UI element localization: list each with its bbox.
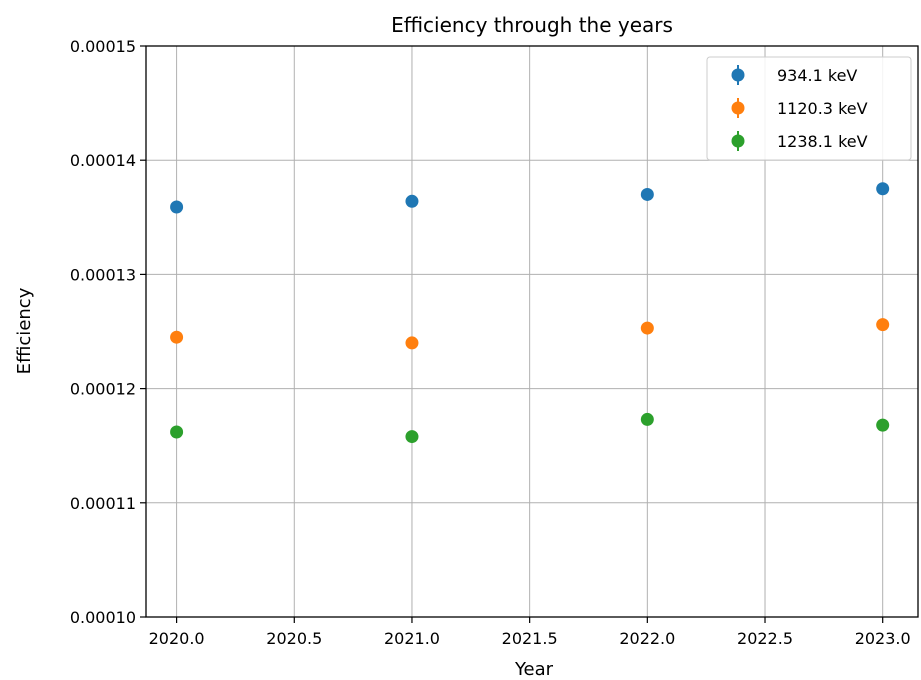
x-tick-label: 2022.0 [619,629,675,648]
data-point [170,425,184,439]
x-tick-label: 2020.0 [149,629,205,648]
plot-area-frame [145,45,919,618]
data-point [170,200,184,214]
legend-box [706,56,912,161]
x-tick-label: 2021.0 [384,629,440,648]
y-axis-label: Efficiency [14,287,35,374]
data-point [405,194,419,208]
data-point [640,321,654,335]
y-tick-label: 0.00014 [70,151,136,170]
legend-marker [731,101,745,115]
legend-marker [731,68,745,82]
legend: 934.1 keV 1120.3 keV 1238.1 keV [706,56,912,161]
y-tick-label: 0.00013 [70,265,136,284]
legend-label: 934.1 keV [777,66,857,85]
data-point [405,336,419,350]
x-tick-label: 2023.0 [855,629,911,648]
data-point [876,418,890,432]
legend-marker [731,134,745,148]
data-point [640,187,654,201]
data-points [170,182,890,444]
y-tick-label: 0.00015 [70,37,136,56]
data-point [876,182,890,196]
y-tick-label: 0.00012 [70,380,136,399]
chart-title: Efficiency through the years [391,13,673,37]
x-axis-label: Year [514,659,554,680]
y-tick-label: 0.00011 [70,494,136,513]
x-tick-label: 2022.5 [737,629,793,648]
axis-ticks: 2020.0 2020.5 2021.0 2021.5 2022.0 2022.5 2023… [70,37,911,648]
data-point [170,330,184,344]
x-tick-label: 2021.5 [502,629,558,648]
data-point [640,412,654,426]
data-point [876,318,890,332]
y-tick-label: 0.00010 [70,608,136,627]
legend-label: 1238.1 keV [777,132,868,151]
x-tick-label: 2020.5 [266,629,322,648]
legend-label: 1120.3 keV [777,99,868,118]
data-point [405,430,419,444]
